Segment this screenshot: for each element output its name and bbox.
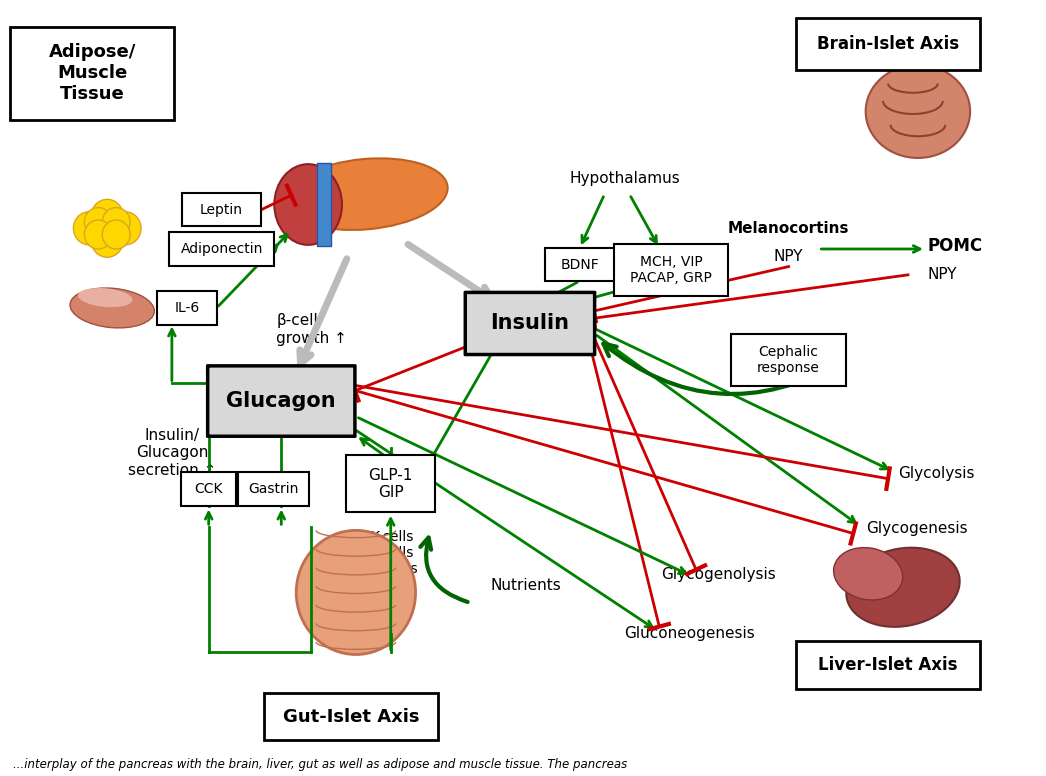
Text: Insulin: Insulin (491, 314, 569, 334)
Text: Brain-Islet Axis: Brain-Islet Axis (817, 35, 959, 54)
FancyBboxPatch shape (157, 291, 217, 324)
Text: POMC: POMC (928, 237, 983, 255)
Text: K-cells
L-cells
G-cells
I-cells: K-cells L-cells G-cells I-cells (371, 530, 417, 593)
FancyBboxPatch shape (208, 365, 355, 436)
FancyBboxPatch shape (237, 473, 310, 505)
Text: Glycogenolysis: Glycogenolysis (661, 567, 776, 582)
Text: Gluconeogenesis: Gluconeogenesis (623, 626, 754, 641)
Circle shape (73, 212, 106, 245)
FancyBboxPatch shape (181, 473, 236, 505)
Ellipse shape (285, 158, 448, 230)
Circle shape (85, 208, 112, 237)
Text: β-cell
growth ↑: β-cell growth ↑ (276, 314, 347, 346)
Text: Liver-Islet Axis: Liver-Islet Axis (818, 656, 958, 674)
FancyBboxPatch shape (796, 19, 980, 70)
FancyBboxPatch shape (731, 334, 846, 386)
Bar (317, 163, 331, 246)
Text: Gastrin: Gastrin (248, 482, 298, 496)
Circle shape (85, 220, 112, 249)
Text: Adiponectin: Adiponectin (180, 242, 263, 256)
Text: IL-6: IL-6 (175, 301, 200, 315)
FancyBboxPatch shape (169, 233, 274, 265)
FancyBboxPatch shape (796, 641, 980, 688)
Circle shape (103, 220, 130, 249)
Text: CCK: CCK (195, 482, 223, 496)
Circle shape (91, 199, 123, 233)
Text: Glycolysis: Glycolysis (899, 466, 975, 481)
Text: Melanocortins: Melanocortins (728, 221, 849, 236)
Text: GLP-1
GIP: GLP-1 GIP (368, 468, 413, 500)
Text: MCH, VIP
PACAP, GRP: MCH, VIP PACAP, GRP (631, 255, 712, 285)
Ellipse shape (274, 165, 342, 245)
Text: Glycogenesis: Glycogenesis (866, 521, 968, 535)
Ellipse shape (866, 65, 970, 158)
Ellipse shape (296, 530, 415, 654)
Text: Gut-Islet Axis: Gut-Islet Axis (282, 708, 419, 726)
FancyBboxPatch shape (346, 456, 435, 512)
Text: Insulin/
Glucagon
secretion ↑: Insulin/ Glucagon secretion ↑ (128, 428, 217, 478)
FancyBboxPatch shape (614, 244, 728, 296)
FancyBboxPatch shape (545, 248, 615, 281)
Circle shape (109, 212, 141, 245)
FancyBboxPatch shape (465, 293, 594, 355)
FancyBboxPatch shape (10, 26, 175, 120)
Circle shape (103, 208, 130, 237)
Text: Hypothalamus: Hypothalamus (569, 171, 680, 186)
Text: Nutrients: Nutrients (491, 577, 561, 593)
FancyArrowPatch shape (420, 538, 468, 602)
Text: BDNF: BDNF (561, 258, 599, 272)
Text: NPY: NPY (928, 268, 957, 282)
Ellipse shape (834, 548, 903, 600)
Ellipse shape (846, 548, 959, 627)
Text: NPY: NPY (774, 249, 803, 264)
Text: Cephalic
response: Cephalic response (757, 345, 820, 375)
FancyBboxPatch shape (182, 193, 262, 227)
Text: Glucagon: Glucagon (227, 391, 336, 411)
Text: Leptin: Leptin (200, 203, 243, 217)
Text: ...interplay of the pancreas with the brain, liver, gut as well as adipose and m: ...interplay of the pancreas with the br… (13, 758, 627, 771)
FancyBboxPatch shape (264, 693, 438, 740)
Ellipse shape (70, 288, 155, 328)
Text: Adipose/
Muscle
Tissue: Adipose/ Muscle Tissue (48, 43, 136, 103)
Ellipse shape (78, 288, 133, 307)
FancyArrowPatch shape (604, 344, 844, 394)
Circle shape (91, 224, 123, 258)
